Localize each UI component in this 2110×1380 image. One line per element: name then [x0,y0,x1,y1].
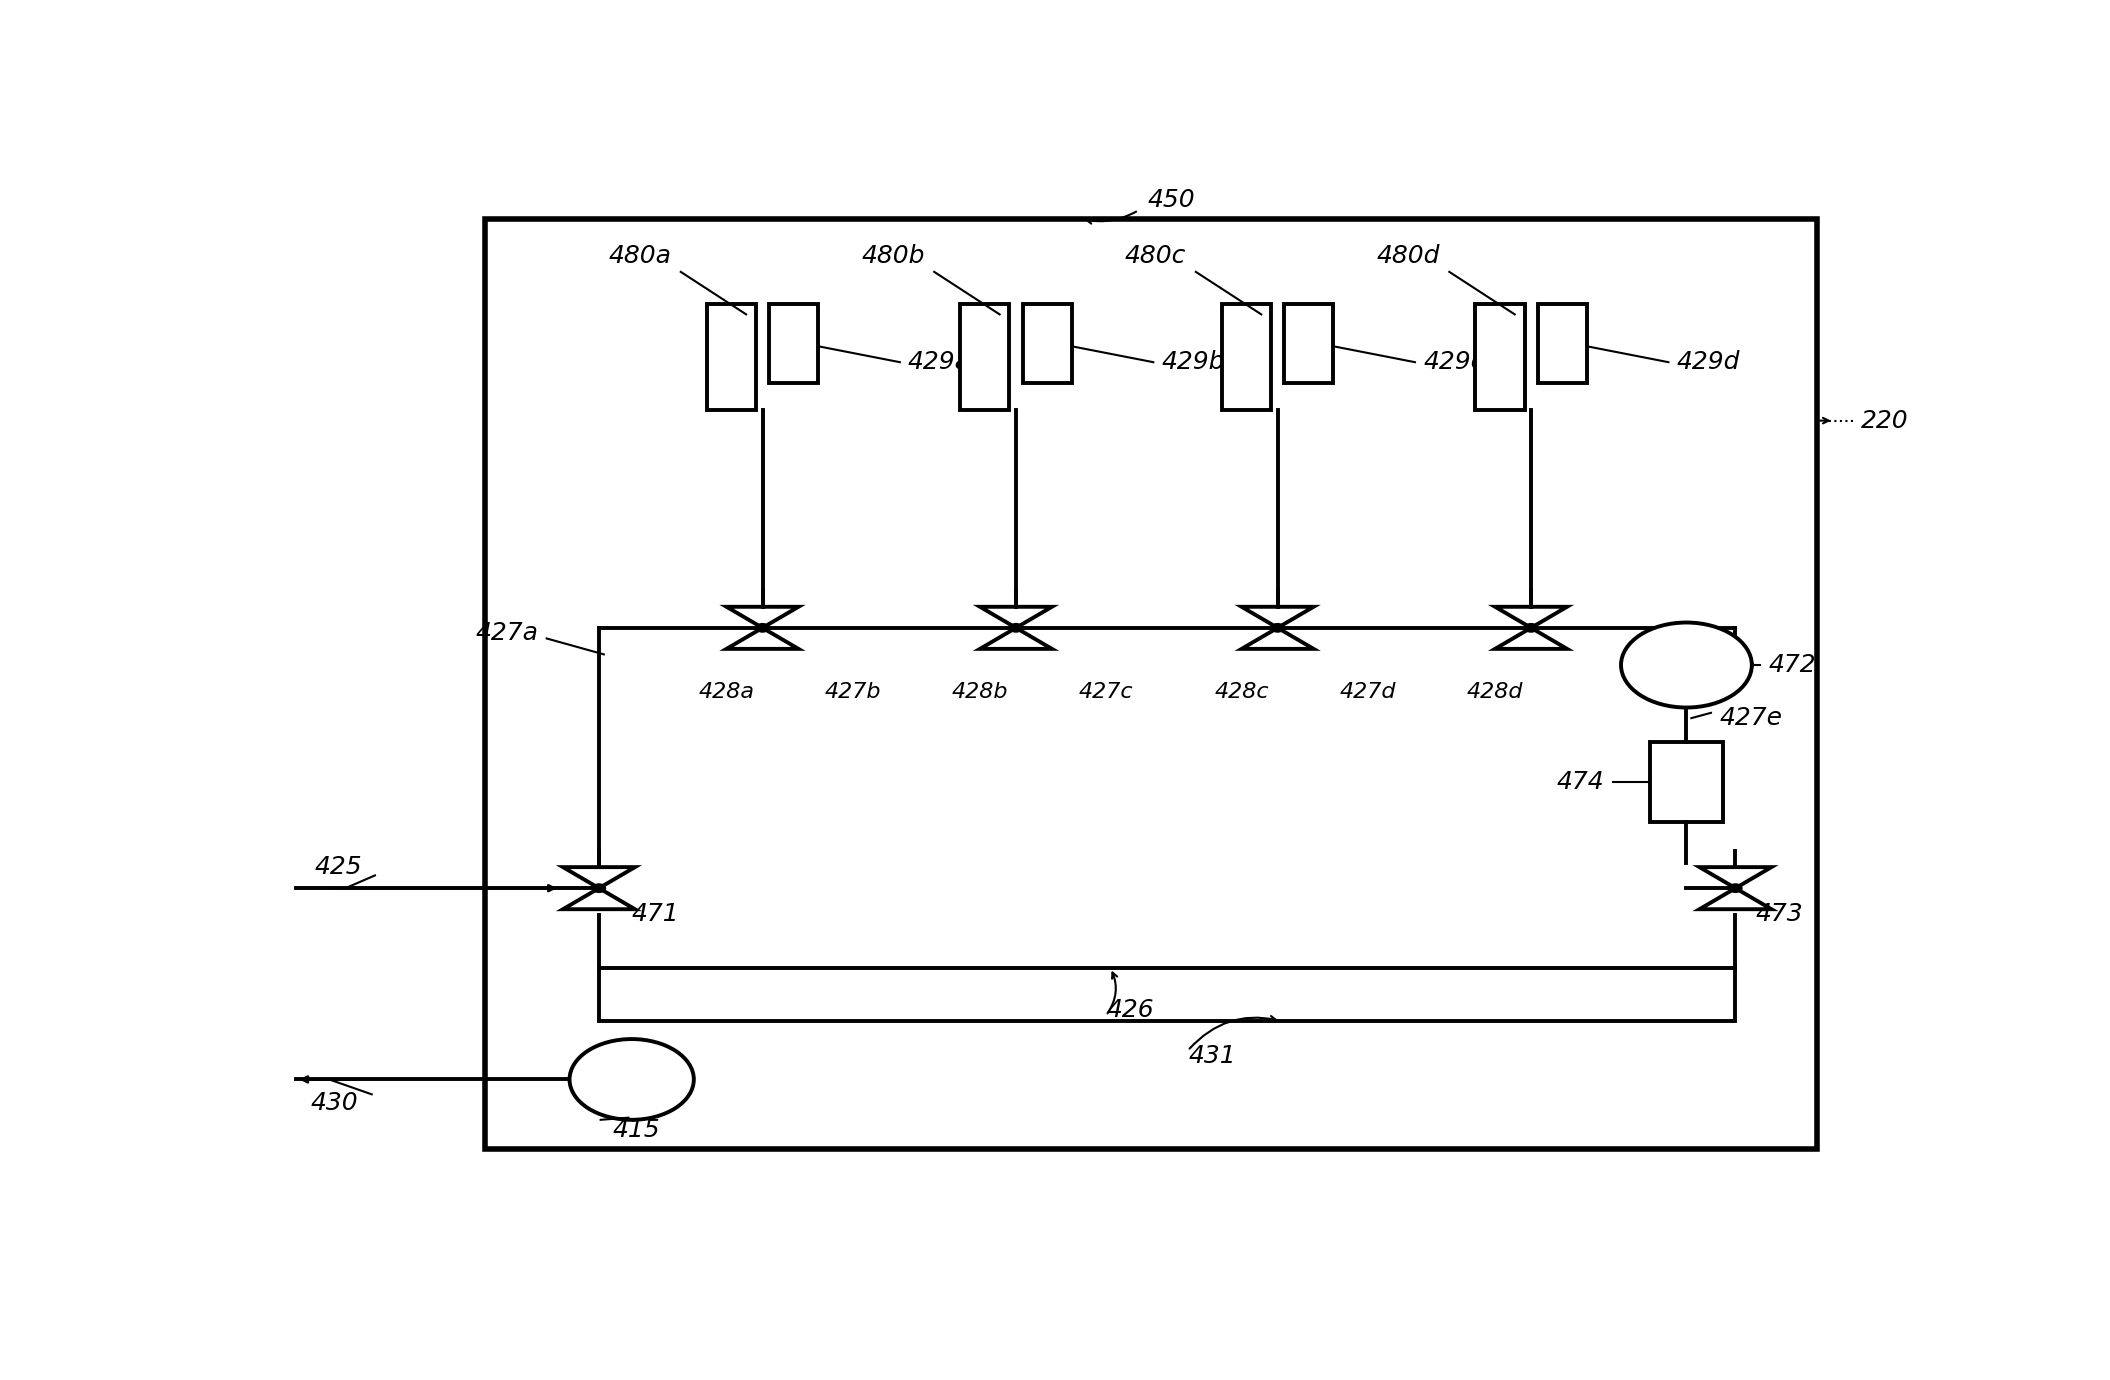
Text: 429c: 429c [1422,351,1485,374]
Text: 428d: 428d [1466,682,1523,701]
Polygon shape [726,607,798,628]
Bar [1650,742,1724,821]
Circle shape [1526,624,1538,632]
Text: 480a: 480a [608,244,671,268]
Bar [960,304,1009,410]
Circle shape [1620,622,1751,708]
Polygon shape [1241,628,1315,649]
Circle shape [1728,885,1743,893]
Polygon shape [1496,607,1568,628]
Polygon shape [563,889,635,909]
Polygon shape [979,628,1053,649]
Text: 428b: 428b [952,682,1009,701]
Text: 427a: 427a [475,621,538,644]
Bar [485,218,1817,1148]
Bar [1285,304,1334,384]
Bar [1023,304,1072,384]
Bar [1222,304,1270,410]
Polygon shape [1699,867,1772,889]
Polygon shape [1699,889,1772,909]
Text: 428c: 428c [1215,682,1268,701]
Text: 429a: 429a [907,351,971,374]
Circle shape [593,885,606,893]
Circle shape [570,1039,694,1119]
Text: 425: 425 [314,856,363,879]
Polygon shape [1241,607,1315,628]
Text: 474: 474 [1557,770,1606,794]
Text: 426: 426 [1106,998,1154,1023]
Bar [599,967,1734,1021]
Text: 431: 431 [1188,1045,1236,1068]
Text: 427d: 427d [1340,682,1397,701]
Text: 472: 472 [1768,653,1817,678]
Text: 427c: 427c [1078,682,1133,701]
Text: 427e: 427e [1720,707,1783,730]
Bar [1475,304,1526,410]
Polygon shape [979,607,1053,628]
Text: 415: 415 [612,1118,660,1143]
Text: 220: 220 [1861,408,1910,432]
Text: 480d: 480d [1376,244,1441,268]
Polygon shape [726,628,798,649]
Bar [1538,304,1587,384]
Text: 430: 430 [310,1090,359,1115]
Bar [707,304,755,410]
Circle shape [1009,624,1023,632]
Text: 471: 471 [631,901,679,926]
Circle shape [1270,624,1285,632]
Polygon shape [1496,628,1568,649]
Text: 480b: 480b [861,244,924,268]
Text: 429d: 429d [1677,351,1741,374]
Text: 427b: 427b [825,682,880,701]
Text: 473: 473 [1756,901,1802,926]
Bar [768,304,819,384]
Text: 428a: 428a [698,682,755,701]
Circle shape [755,624,768,632]
Text: 429b: 429b [1160,351,1226,374]
Text: 450: 450 [1148,188,1194,211]
Polygon shape [563,867,635,889]
Text: 480c: 480c [1125,244,1186,268]
